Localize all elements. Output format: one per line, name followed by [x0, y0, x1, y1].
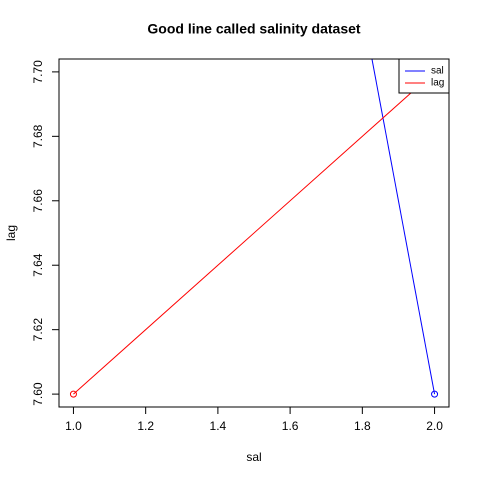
plot-frame [58, 58, 450, 408]
y-tick-label: 7.68 [31, 124, 45, 148]
y-tick-label: 7.70 [31, 60, 45, 84]
x-tick-label: 1.2 [137, 419, 154, 433]
y-tick-label: 7.62 [31, 318, 45, 342]
x-tick-label: 1.8 [354, 419, 371, 433]
x-tick-label: 1.6 [282, 419, 299, 433]
plot-area [69, 59, 439, 398]
y-tick-label: 7.66 [31, 189, 45, 213]
x-tick-label: 2.0 [426, 419, 443, 433]
y-axis-label: lag [4, 225, 18, 241]
legend-label: lag [431, 78, 444, 89]
chart-title: Good line called salinity dataset [147, 21, 361, 37]
x-axis-label: sal [246, 450, 261, 464]
series-line [371, 59, 436, 395]
y-tick-label: 7.60 [31, 382, 45, 406]
legend-box [398, 58, 450, 94]
x-tick-label: 1.4 [210, 419, 227, 433]
data-point [69, 390, 77, 398]
x-tick-label: 1.0 [65, 419, 82, 433]
legend-label: sal [431, 66, 444, 77]
series-line [73, 71, 435, 395]
axes: 1.0 1.2 1.4 1.6 1.8 2.0 7.60 7.62 7.64 7.66 7.68 7.… [31, 60, 443, 433]
data-point [431, 390, 439, 398]
y-tick-label: 7.64 [31, 253, 45, 277]
